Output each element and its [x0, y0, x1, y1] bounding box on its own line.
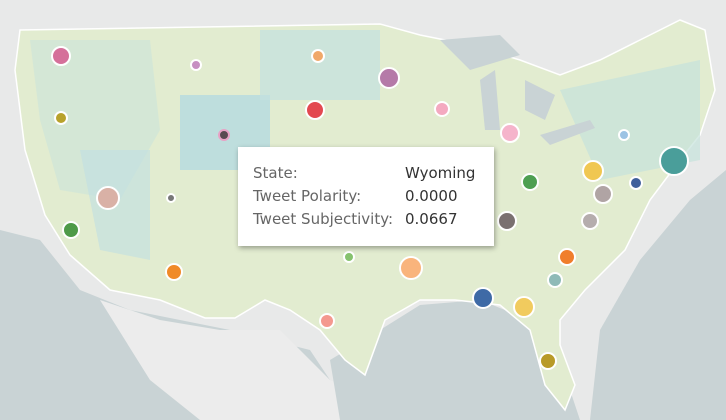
state-circle — [165, 263, 183, 281]
state-circle — [62, 221, 80, 239]
tooltip-value: Wyoming — [405, 164, 476, 182]
state-circle — [305, 100, 325, 120]
state-circle — [311, 49, 325, 63]
tooltip-row: Tweet Subjectivity: 0.0667 — [253, 210, 494, 233]
state-circle — [558, 248, 576, 266]
state-circle — [166, 193, 176, 203]
tooltip-value: 0.0000 — [405, 187, 458, 205]
state-circle — [581, 212, 599, 230]
state-circle — [547, 272, 563, 288]
state-circle — [521, 173, 539, 191]
state-circle — [51, 46, 71, 66]
state-circle — [96, 186, 120, 210]
state-circle — [472, 287, 494, 309]
lake-superior — [440, 35, 520, 70]
lake-erie — [540, 120, 595, 145]
tooltip-label: State: — [253, 164, 298, 182]
tooltip-label: Tweet Subjectivity: — [253, 210, 394, 228]
tooltip-label: Tweet Polarity: — [253, 187, 362, 205]
state-circle — [497, 211, 517, 231]
state-circle — [500, 123, 520, 143]
state-circle — [399, 256, 423, 280]
state-circle — [659, 146, 689, 176]
state-circle — [319, 313, 335, 329]
state-circle — [190, 59, 202, 71]
state-circle — [54, 111, 68, 125]
state-circle — [218, 129, 230, 141]
state-circle — [618, 129, 630, 141]
region-shade — [260, 30, 380, 100]
state-circle — [593, 184, 613, 204]
state-circles — [51, 46, 689, 370]
atlantic-ocean — [590, 170, 726, 420]
tooltip-value: 0.0667 — [405, 210, 458, 228]
tooltip-row: Tweet Polarity: 0.0000 — [253, 187, 494, 210]
lake-michigan — [480, 70, 500, 130]
gulf-of-mexico — [330, 300, 580, 420]
state-circle — [378, 67, 400, 89]
state-circle — [582, 160, 604, 182]
state-circle — [434, 101, 450, 117]
tooltip-row: State: Wyoming — [253, 164, 494, 187]
state-circle — [343, 251, 355, 263]
state-circle — [513, 296, 535, 318]
lake-huron — [525, 80, 555, 120]
state-circle — [539, 352, 557, 370]
state-circle — [629, 176, 643, 190]
tooltip: State: Wyoming Tweet Polarity: 0.0000 Twee… — [238, 147, 494, 246]
